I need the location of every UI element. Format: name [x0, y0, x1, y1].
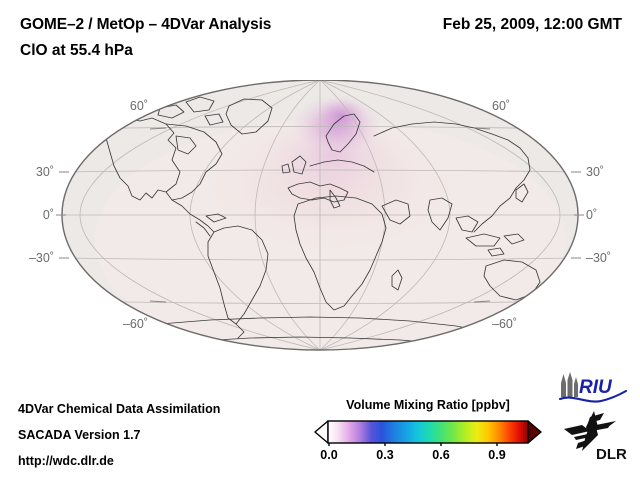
dlr-wordmark: DLR: [596, 446, 627, 463]
lat-label-left-minus30: –30˚: [28, 251, 54, 265]
footer-link[interactable]: http://wdc.dlr.de: [18, 454, 114, 468]
mollweide-map: [56, 80, 584, 351]
colorbar-tick-1: 0.3: [376, 448, 394, 462]
colorbar-tick-2: 0.6: [432, 448, 450, 462]
colorbar-scale: [314, 420, 542, 446]
riu-swoosh-icon: [558, 389, 628, 403]
lat-label-right-minus60: –60˚: [492, 317, 518, 331]
map-plot: 60˚ 30˚ 0˚ –30˚ –60˚ 60˚ 30˚ 0˚ –30˚ –60…: [0, 80, 640, 380]
colorbar-tick-3: 0.9: [488, 448, 506, 462]
riu-towers-icon: [561, 372, 578, 397]
page-title: GOME–2 / MetOp – 4DVar Analysis: [20, 16, 272, 33]
dlr-logo: DLR: [564, 411, 627, 463]
lat-label-right-minus30: –30˚: [586, 251, 612, 265]
lat-ticks: [56, 127, 584, 303]
timestamp-label: Feb 25, 2009, 12:00 GMT: [442, 16, 622, 33]
riu-logo: RIU: [558, 372, 628, 403]
footer-line-2: SACADA Version 1.7: [18, 428, 141, 442]
colorbar-title: Volume Mixing Ratio [ppbv]: [346, 398, 510, 412]
page-subtitle: ClO at 55.4 hPa: [20, 42, 133, 59]
colorbar-tick-0: 0.0: [320, 448, 338, 462]
lat-label-right-0: 0˚: [586, 208, 598, 222]
lat-label-left-minus60: –60˚: [122, 317, 148, 331]
colorbar: Volume Mixing Ratio [ppbv]: [312, 398, 544, 470]
lat-label-right-30: 30˚: [586, 165, 605, 179]
lat-label-left-30: 30˚: [35, 165, 54, 179]
lat-label-right-60: 60˚: [492, 99, 511, 113]
riu-wordmark: RIU: [579, 377, 613, 398]
dlr-pinwheel-icon: [564, 411, 616, 451]
graticule-meridians: [79, 80, 561, 350]
footer-line-1: 4DVar Chemical Data Assimilation: [18, 402, 221, 416]
lat-label-left-0: 0˚: [42, 208, 54, 222]
lat-label-left-60: 60˚: [129, 99, 148, 113]
